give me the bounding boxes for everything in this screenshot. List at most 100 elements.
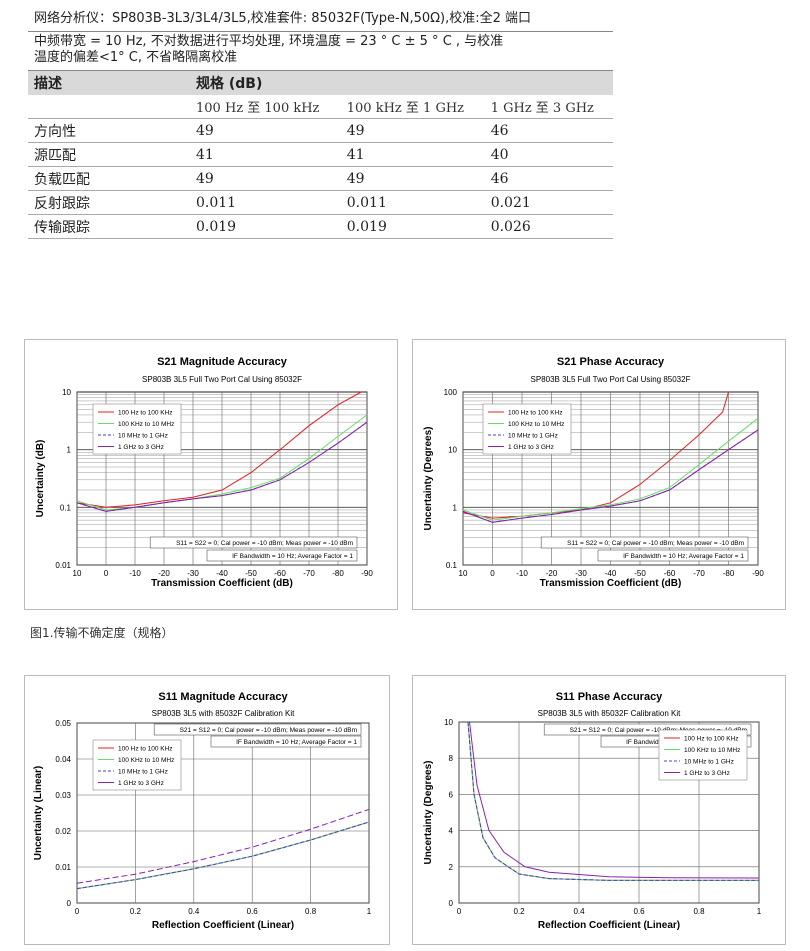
note-text: IF Bandwidth = 10 Hz; Average Factor = 1 xyxy=(623,553,744,560)
chart-subtitle: SP803B 3L5 with 85032F Calibration Kit xyxy=(152,709,296,718)
x-tick-label: -80 xyxy=(723,569,735,578)
x-tick-label: 0.6 xyxy=(633,907,645,916)
x-tick-label: 0.8 xyxy=(305,907,317,916)
x-tick-label: -40 xyxy=(216,569,228,578)
legend: 100 Hz to 100 KHz 100 KHz to 10 MHz 10 MHz… xyxy=(92,403,182,455)
cell: 0.026 xyxy=(484,214,613,239)
x-tick-label: -70 xyxy=(693,569,705,578)
cell: 0.011 xyxy=(190,190,341,215)
spec-note-line2: 温度的偏差<1° C, 不省略隔离校准 xyxy=(34,50,238,65)
chart-card-s21-mag: 10 0 -10 -20 -30 -40 -50 -60 -70 -80 -90 10 1 0.1 0.01… xyxy=(24,339,398,610)
legend-label: 100 KHz to 10 MHz xyxy=(508,421,564,428)
spec-table-block: 网络分析仪：SP803B-3L3/3L4/3L5,校准套件: 85032F(Ty… xyxy=(28,6,613,239)
x-tick-label: 0.4 xyxy=(573,907,585,916)
note-box xyxy=(543,723,752,736)
legend-label: 100 Hz to 100 KHz xyxy=(118,746,173,753)
row-name: 传输跟踪 xyxy=(28,214,190,239)
legend-label: 10 MHz to 1 GHz xyxy=(508,433,558,440)
chart-card-s11-mag: 0 0.2 0.4 0.6 0.8 1 0.05 0.04 0.03 0.02 0.01 0 S11 M… xyxy=(24,675,390,945)
x-tick-label: -50 xyxy=(634,569,646,578)
cell: 0.019 xyxy=(190,214,341,239)
x-tick-label: 0 xyxy=(104,569,109,578)
cell: 0.011 xyxy=(340,190,485,215)
cell: 46 xyxy=(484,166,613,191)
chart-subtitle: SP803B 3L5 Full Two Port Cal Using 85032… xyxy=(142,375,302,384)
legend-label: 10 MHz to 1 GHz xyxy=(118,433,168,440)
y-tick-label: 0.04 xyxy=(55,755,71,764)
cell: 46 xyxy=(484,118,613,143)
x-tick-label: -30 xyxy=(575,569,587,578)
y-tick-label: 0.01 xyxy=(55,863,71,872)
legend-label: 100 Hz to 100 KHz xyxy=(508,410,563,417)
table-row: 负载匹配 49 49 46 xyxy=(28,166,613,191)
x-tick-label: 1 xyxy=(757,907,762,916)
col-desc: 描述 xyxy=(28,71,190,95)
x-tick-label: 0.8 xyxy=(693,907,705,916)
series-line-2 xyxy=(462,417,759,521)
y-tick-label: 2 xyxy=(449,863,454,872)
x-tick-label: 0.4 xyxy=(188,907,200,916)
y-axis-label: Uncertainty (Linear) xyxy=(33,766,44,860)
series-line-3 xyxy=(467,721,759,881)
series-line-4 xyxy=(469,721,760,879)
y-tick-label: 0.1 xyxy=(446,561,458,570)
legend-label: 100 Hz to 100 KHz xyxy=(684,736,739,743)
cell: 49 xyxy=(190,166,341,191)
x-tick-label: 0 xyxy=(490,569,495,578)
series-line-3 xyxy=(76,821,370,890)
band-3: 1 GHz 至 3 GHz xyxy=(484,95,613,119)
y-tick-label: 100 xyxy=(444,388,458,397)
spec-note-line1: 中频带宽 = 10 Hz, 不对数据进行平均处理, 环境温度 = 23 ° C … xyxy=(34,34,504,49)
col-spec: 规格 (dB) xyxy=(190,71,613,95)
x-axis-label: Reflection Coefficient (Linear) xyxy=(152,920,294,931)
x-tick-label: 10 xyxy=(459,569,468,578)
cell: 49 xyxy=(190,118,341,143)
series-line-4 xyxy=(76,421,368,512)
y-tick-label: 0 xyxy=(67,899,72,908)
note-text: S21 = S12 = 0; Cal power = -10 dBm; Meas… xyxy=(570,727,747,734)
spec-head-row: 描述 规格 (dB) xyxy=(28,71,613,95)
chart-card-s21-phase: 10 0 -10 -20 -30 -40 -50 -60 -70 -80 -90 100 10 1 0.1 S… xyxy=(412,339,786,610)
chart-s11-magnitude: 0 0.2 0.4 0.6 0.8 1 0.05 0.04 0.03 0.02 0.01 0 S11 M… xyxy=(33,691,372,931)
legend-label: 1 GHz to 3 GHz xyxy=(684,770,730,777)
y-tick-label: 0.1 xyxy=(60,503,72,512)
legend: 100 Hz to 100 KHz 100 KHz to 10 MHz 10 MHz… xyxy=(482,403,572,455)
x-tick-label: -80 xyxy=(332,569,344,578)
row-name: 反射跟踪 xyxy=(28,190,190,215)
table-row: 反射跟踪 0.011 0.011 0.021 xyxy=(28,190,613,215)
series-line-1 xyxy=(76,391,362,508)
x-tick-label: -90 xyxy=(361,569,373,578)
legend-label: 100 KHz to 10 MHz xyxy=(118,421,174,428)
table-row: 方向性 49 49 46 xyxy=(28,118,613,143)
legend-label: 100 KHz to 10 MHz xyxy=(684,747,740,754)
y-tick-label: 0.02 xyxy=(55,827,71,836)
cell: 41 xyxy=(190,142,341,167)
legend-label: 10 MHz to 1 GHz xyxy=(684,759,734,766)
legend-label: 1 GHz to 3 GHz xyxy=(118,444,164,451)
chart-title: S11 Phase Accuracy xyxy=(556,691,663,703)
table-row: 源匹配 41 41 40 xyxy=(28,142,613,167)
chart-s21-phase: 10 0 -10 -20 -30 -40 -50 -60 -70 -80 -901001010.1S… xyxy=(423,356,764,589)
x-tick-label: 0 xyxy=(457,907,462,916)
x-tick-label: -60 xyxy=(664,569,676,578)
series-line-1 xyxy=(462,391,729,519)
cell: 0.021 xyxy=(484,190,613,215)
chart-s21-magnitude: 10 0 -10 -20 -30 -40 -50 -60 -70 -80 -90 10 1 0.1 0.01… xyxy=(35,356,373,589)
legend: 100 Hz to 100 KHz 100 KHz to 10 MHz 10 MHz… xyxy=(92,739,182,791)
cell: 40 xyxy=(484,142,613,167)
series-line-4 xyxy=(76,808,370,884)
x-tick-label: -50 xyxy=(245,569,257,578)
y-tick-label: 1 xyxy=(67,446,72,455)
x-tick-label: 0.2 xyxy=(130,907,142,916)
chart-s11-phase: 0 0.2 0.4 0.6 0.8 1 10 8 6 4 2 0 S11 Phase Accuracy S… xyxy=(423,691,762,931)
y-tick-label: 10 xyxy=(448,446,457,455)
x-tick-label: 0.2 xyxy=(513,907,525,916)
band-empty xyxy=(28,95,190,119)
x-tick-label: 10 xyxy=(73,569,82,578)
band-2: 100 kHz 至 1 GHz xyxy=(340,95,485,119)
legend: 100 Hz to 100 KHz 100 KHz to 10 MHz 10 MHz… xyxy=(658,729,748,781)
note-text: S21 = S12 = 0; Cal power = -10 dBm; Meas… xyxy=(180,727,357,734)
note-box xyxy=(153,723,362,736)
legend-label: 100 KHz to 10 MHz xyxy=(118,757,174,764)
spec-header: 网络分析仪：SP803B-3L3/3L4/3L5,校准套件: 85032F(Ty… xyxy=(28,6,613,32)
